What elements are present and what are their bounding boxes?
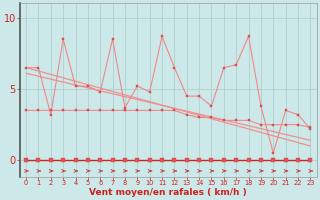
X-axis label: Vent moyen/en rafales ( km/h ): Vent moyen/en rafales ( km/h ) xyxy=(89,188,247,197)
